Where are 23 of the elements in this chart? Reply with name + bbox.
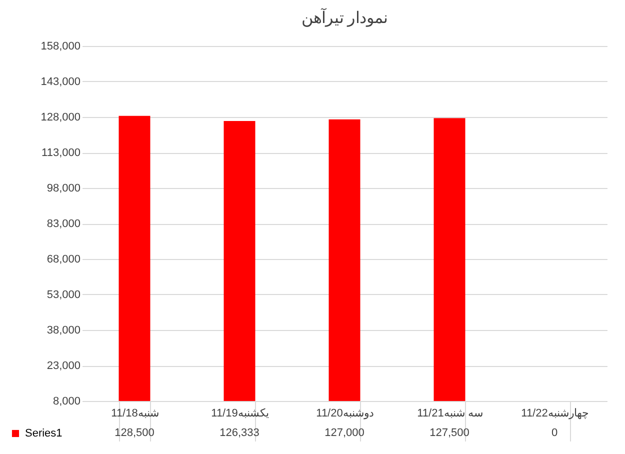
data-label: 127,500 (430, 427, 470, 439)
legend-label: Series1 (25, 428, 62, 440)
y-tick-label: 53,000 (46, 289, 80, 301)
x-tick-label: یکشنبه11/19 (211, 408, 269, 420)
y-tick-label: 83,000 (46, 218, 80, 230)
y-tick-label: 98,000 (46, 182, 80, 194)
y-tick-label: 128,000 (40, 112, 80, 124)
text: 0 (551, 427, 558, 439)
y-tick-label: 158,000 (40, 40, 80, 52)
x-tick-label: چهارشنبه11/22 (521, 408, 589, 420)
y-tick-label: 23,000 (46, 360, 80, 372)
x-tick-label: دوشنبه11/20 (316, 408, 374, 420)
chart-title: نمودار تیرآهن (301, 7, 388, 27)
y-tick-label: 113,000 (42, 147, 80, 159)
x-tick-label: سه شنبه11/21 (417, 408, 483, 420)
x-tick-label: شنبه11/18 (111, 408, 159, 420)
data-label: 127,000 (324, 427, 364, 439)
data-label: 126,333 (220, 427, 260, 439)
data-label: 128,500 (114, 427, 154, 439)
y-tick-label: 38,000 (46, 324, 80, 336)
y-tick-label: 68,000 (46, 254, 80, 266)
y-tick-label: 143,000 (40, 76, 80, 88)
y-tick-label: 8,000 (52, 396, 80, 408)
